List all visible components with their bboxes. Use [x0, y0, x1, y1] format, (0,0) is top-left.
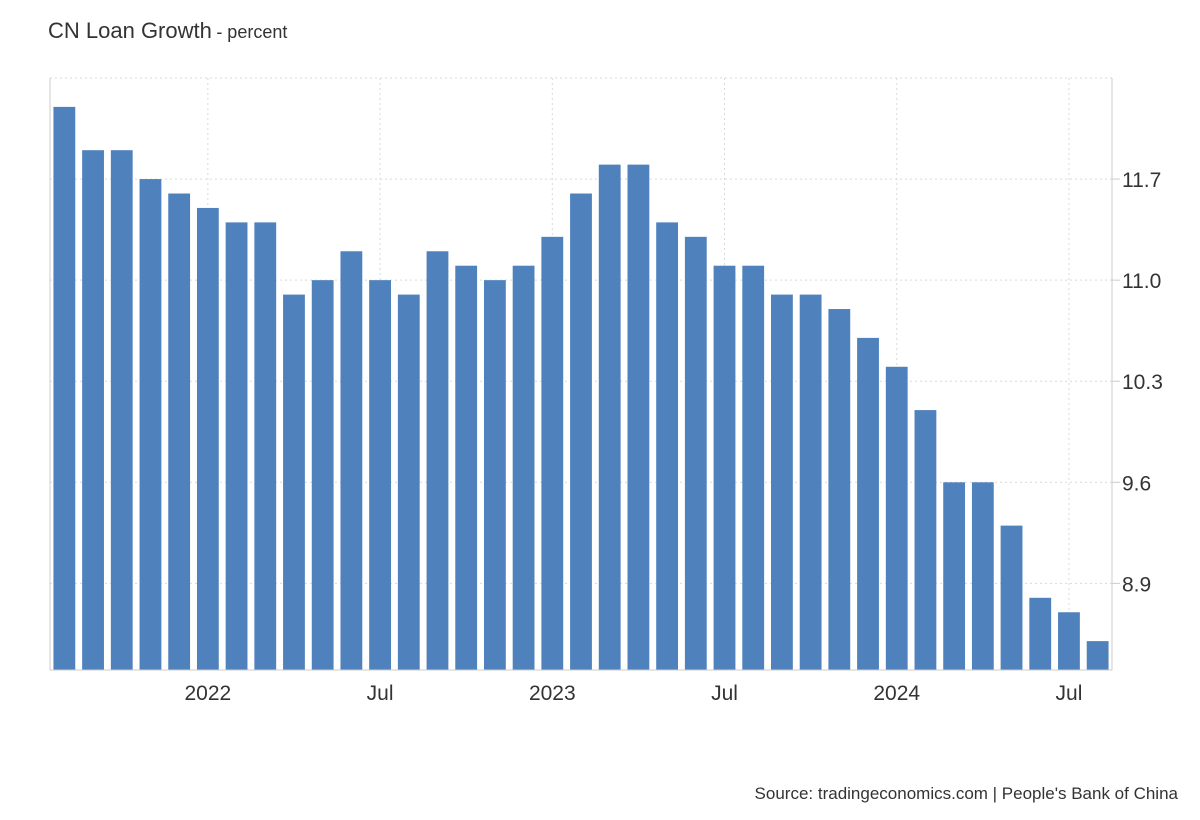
x-tick-label: 2024: [873, 682, 920, 705]
y-tick-label: 8.9: [1122, 573, 1151, 596]
labels-layer: 8.9 9.6 10.3 11.0 11.7 2022 Jul 2023 Jul 2024 Jul: [185, 169, 1163, 705]
bar-2021-11: [139, 179, 162, 670]
x-tick-label: Jul: [1056, 682, 1083, 705]
bar-2024-02: [914, 410, 937, 670]
bar-2023-05: [656, 222, 679, 670]
bar-2021-09: [82, 150, 104, 670]
bars-layer: [53, 106, 1109, 670]
y-tick-label: 9.6: [1122, 472, 1151, 495]
bar-2023-12: [857, 337, 879, 670]
bar-2024-03: [943, 482, 966, 670]
bar-2021-12: [168, 193, 191, 670]
bar-2022-08: [397, 294, 420, 670]
bar-2023-02: [570, 193, 592, 670]
bar-2022-11: [483, 280, 506, 670]
bar-2023-09: [771, 294, 793, 670]
bar-2021-10: [110, 150, 133, 670]
bar-2024-04: [971, 482, 994, 670]
y-tick-label: 11.7: [1122, 169, 1161, 192]
source-note: Source: tradingeconomics.com | People's …: [754, 784, 1178, 803]
bar-2022-04: [283, 294, 305, 670]
y-tick-label: 10.3: [1122, 371, 1163, 394]
bar-2024-01: [885, 366, 908, 670]
bar-2023-10: [799, 294, 822, 670]
bar-2023-11: [828, 309, 851, 670]
x-tick-label: 2022: [185, 682, 232, 705]
bar-2022-03: [254, 222, 277, 670]
bar-2023-08: [742, 265, 765, 670]
chart-title: CN Loan Growth: [48, 18, 212, 43]
x-tick-label: 2023: [529, 682, 576, 705]
bar-2024-06: [1029, 597, 1052, 670]
bar-2023-03: [598, 164, 621, 670]
axis-layer: [49, 78, 1120, 671]
bar-2021-08: [53, 106, 76, 670]
chart-title-row: CN Loan Growth - percent: [48, 18, 287, 44]
y-tick-label: 11.0: [1122, 270, 1161, 293]
bar-2023-04: [627, 164, 650, 670]
chart-subtitle: - percent: [216, 22, 288, 42]
bar-2023-06: [684, 236, 707, 670]
bar-2024-08: [1086, 641, 1109, 670]
bar-2022-10: [455, 265, 478, 670]
bar-2024-07: [1058, 612, 1080, 670]
bar-chart: 8.9 9.6 10.3 11.0 11.7 2022 Jul 2023 Jul 2024 Jul: [49, 77, 1163, 705]
bar-2022-02: [225, 222, 248, 670]
x-tick-label: Jul: [367, 682, 394, 705]
bar-2022-06: [340, 251, 363, 670]
bar-2022-01: [196, 207, 219, 670]
bar-2023-01: [541, 236, 564, 670]
bar-2023-07: [713, 265, 736, 670]
bar-2022-12: [512, 265, 535, 670]
bar-2022-09: [426, 251, 449, 670]
x-tick-label: Jul: [711, 682, 738, 705]
bar-2022-07: [369, 280, 391, 670]
bar-2022-05: [311, 280, 334, 670]
bar-2024-05: [1000, 525, 1023, 670]
